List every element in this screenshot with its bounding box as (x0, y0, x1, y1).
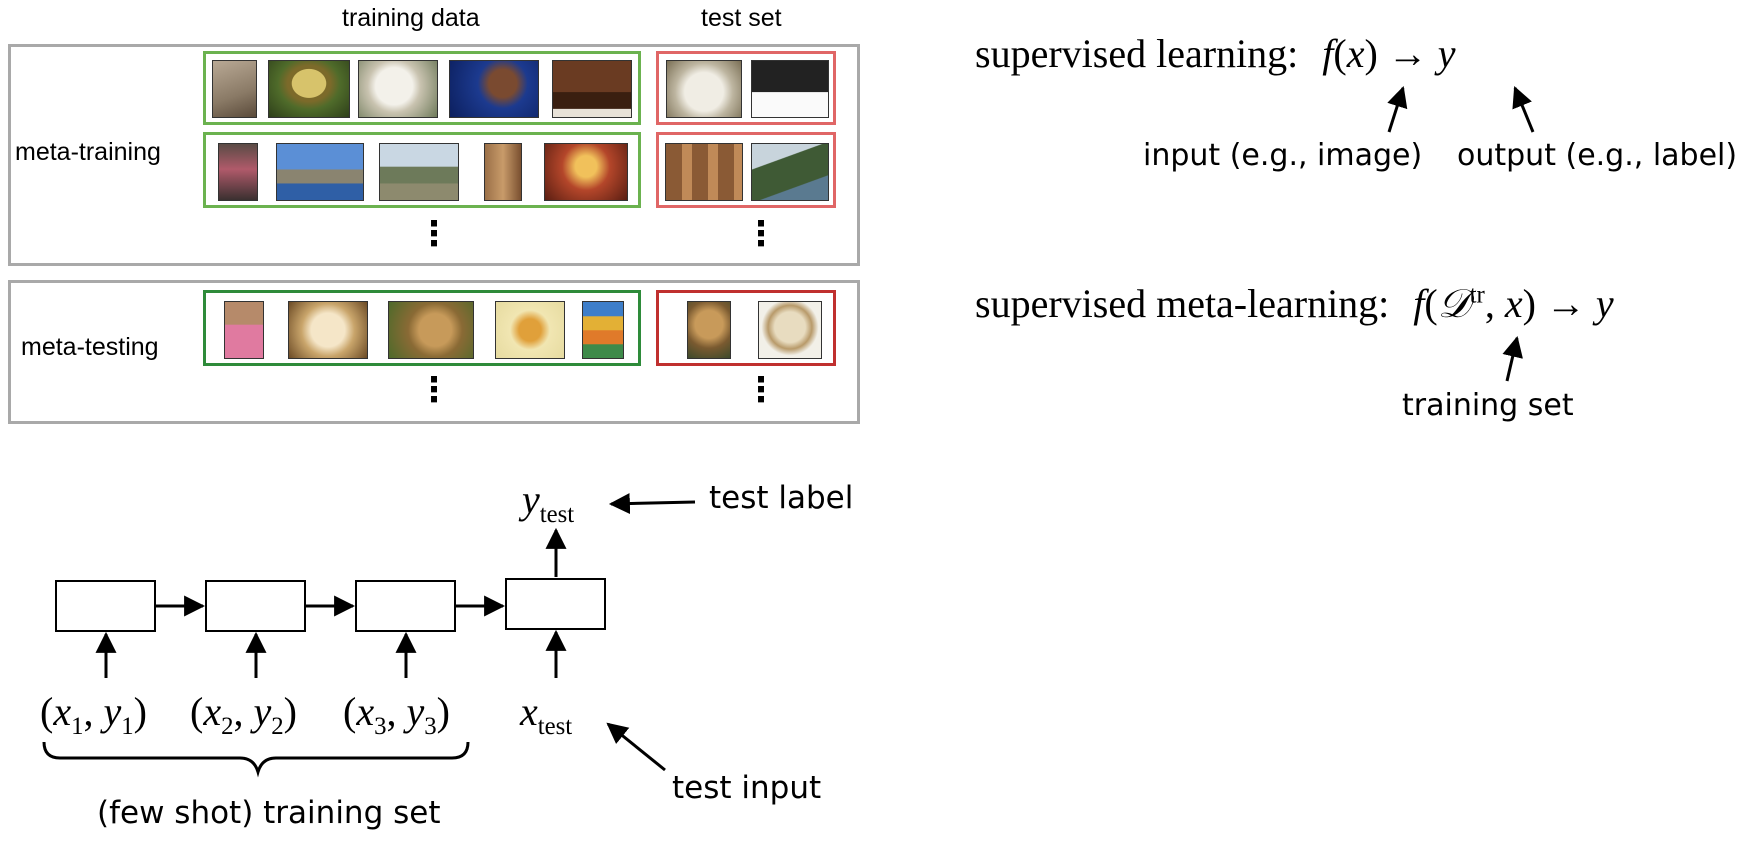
meta-testing-test-set (656, 290, 836, 366)
annotation-output: output (e.g., label) (1457, 138, 1738, 173)
image-tank (379, 143, 459, 201)
rnn-cell-2 (205, 580, 306, 632)
pair-2-x: x (203, 689, 222, 734)
pair-2-x-index: 2 (221, 713, 234, 740)
image-mushroom (268, 60, 350, 118)
meta-testing-train-set (203, 290, 641, 366)
symbol-tr: tr (1469, 281, 1485, 309)
pair-3-y-index: 3 (424, 713, 437, 740)
arrow-test-input (606, 722, 666, 772)
ellipsis-meta-test-test: ⋮ (744, 371, 778, 409)
x-test-x: x (520, 689, 538, 734)
image-bowl (758, 301, 822, 359)
arrow-training-set-to-D (1502, 335, 1523, 382)
meta-training-panel (8, 44, 860, 266)
annotation-test-label: test label (709, 480, 854, 516)
image-carousel (544, 143, 628, 201)
symbol-y-meta: y (1595, 281, 1614, 326)
meta-training-train-set-2 (203, 132, 641, 208)
equation-supervised-learning: supervised learning: f(x) → y (975, 31, 1456, 76)
image-singer (449, 60, 539, 118)
header-test-set: test set (701, 4, 782, 32)
image-pretzel (495, 301, 565, 359)
meta-testing-panel (8, 280, 860, 424)
ellipsis-train-row: ⋮ (417, 215, 451, 253)
image-piano (552, 60, 632, 118)
image-barrel (484, 143, 522, 201)
meta-training-label: meta-training (15, 138, 161, 166)
annotation-training-set: training set (1402, 388, 1574, 423)
image-shaggy-dog (666, 60, 742, 118)
symbol-y: y (1437, 31, 1456, 76)
image-sea-cliffs (751, 143, 829, 201)
meta-training-test-set-1 (656, 51, 836, 125)
symbol-dataset: 𝒟 (1437, 281, 1470, 326)
symbol-arrow-meta: → (1545, 281, 1586, 326)
image-cliff-fort (276, 143, 364, 201)
pair-1-y: y (103, 689, 122, 734)
rnn-cell-3 (355, 580, 456, 632)
rnn-cell-4 (505, 578, 606, 630)
pair-2-y: y (253, 689, 272, 734)
image-bird (212, 60, 257, 118)
symbol-arrow: → (1387, 31, 1428, 76)
image-girl (224, 301, 264, 359)
image-white-dog (358, 60, 438, 118)
y-test-subscript: test (539, 501, 575, 528)
equation-prefix-meta: supervised meta-learning: (975, 281, 1390, 326)
rnn-cell-1 (55, 580, 156, 632)
pair-1-y-index: 1 (121, 713, 134, 740)
annotation-input: input (e.g., image) (1143, 138, 1423, 173)
equation-prefix: supervised learning: (975, 31, 1299, 76)
annotation-few-shot: (few shot) training set (97, 795, 441, 831)
pair-3-x-index: 3 (374, 713, 387, 740)
image-lion (687, 301, 731, 359)
symbol-x: x (1346, 31, 1365, 76)
symbol-f: f (1322, 31, 1334, 76)
pair-1-x-index: 1 (71, 713, 84, 740)
symbol-f-meta: f (1413, 281, 1425, 326)
ellipsis-test-row: ⋮ (744, 215, 778, 253)
arrow-input-to-x (1387, 85, 1408, 133)
image-barrels (665, 143, 743, 201)
x-test-subscript: test (537, 713, 573, 740)
pair-3-y: y (406, 689, 425, 734)
y-test-y: y (522, 477, 540, 522)
pair-1-x: x (53, 689, 72, 734)
meta-training-train-set-1 (203, 51, 641, 125)
arrow-output-to-y (1512, 86, 1535, 133)
pair-2: (x2, y2) (190, 689, 297, 740)
image-piano-keys (751, 60, 829, 118)
x-test-symbol: xtest (520, 688, 572, 741)
equation-supervised-meta-learning: supervised meta-learning: f(𝒟tr, x) → y (975, 281, 1614, 326)
image-bowls (582, 301, 624, 359)
y-test-symbol: ytest (522, 476, 574, 529)
pair-1: (x1, y1) (40, 689, 147, 740)
pair-3-x: x (356, 689, 375, 734)
header-training-data: training data (342, 4, 480, 32)
pair-3: (x3, y3) (343, 689, 450, 740)
image-golden-dog (288, 301, 368, 359)
symbol-x-meta: x (1504, 281, 1523, 326)
meta-training-test-set-2 (656, 132, 836, 208)
image-gymnast (218, 143, 258, 201)
meta-testing-label: meta-testing (21, 333, 159, 361)
pair-2-y-index: 2 (271, 713, 284, 740)
ellipsis-meta-test-train: ⋮ (417, 371, 451, 409)
arrow-test-label (608, 493, 696, 515)
annotation-test-input: test input (672, 770, 822, 806)
image-roaring-lion (388, 301, 474, 359)
few-shot-brace (42, 741, 470, 778)
